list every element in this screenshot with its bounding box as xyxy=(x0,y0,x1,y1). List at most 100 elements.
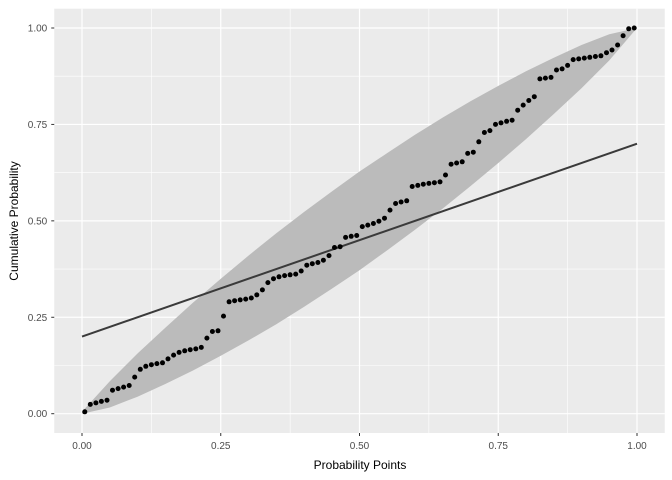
data-point xyxy=(587,54,593,60)
data-point xyxy=(581,55,587,61)
data-point xyxy=(515,107,521,113)
data-point xyxy=(443,172,448,178)
data-point xyxy=(176,349,182,355)
data-point xyxy=(259,287,265,293)
data-point xyxy=(487,128,493,134)
data-point xyxy=(520,102,526,108)
data-point xyxy=(454,160,460,166)
data-point xyxy=(121,384,127,390)
data-point xyxy=(404,198,410,204)
data-point xyxy=(448,161,454,167)
data-point xyxy=(348,233,354,239)
data-point xyxy=(237,297,243,303)
data-point xyxy=(409,184,415,189)
data-point xyxy=(415,182,421,188)
data-point xyxy=(87,401,93,407)
data-point xyxy=(365,222,371,228)
data-point xyxy=(426,180,432,186)
data-point xyxy=(537,76,543,82)
data-point xyxy=(187,347,193,353)
data-point xyxy=(265,280,271,286)
data-point xyxy=(104,397,110,403)
data-point xyxy=(598,53,604,59)
data-point xyxy=(110,387,115,393)
confidence-band xyxy=(82,28,637,414)
data-point xyxy=(276,274,282,280)
data-point xyxy=(282,273,288,279)
data-point xyxy=(182,348,188,354)
data-point xyxy=(160,360,165,366)
data-point xyxy=(431,180,437,186)
data-point xyxy=(398,199,404,205)
data-point xyxy=(304,262,310,268)
data-point xyxy=(137,366,143,372)
data-point xyxy=(226,299,232,305)
data-point xyxy=(254,292,260,298)
data-point xyxy=(82,409,88,415)
data-point xyxy=(309,261,315,267)
y-tick-label: 0.00 xyxy=(28,409,48,420)
data-point xyxy=(359,224,365,230)
data-point xyxy=(509,117,515,123)
x-tick-label: 0.50 xyxy=(350,441,370,452)
data-point xyxy=(326,253,332,259)
data-point xyxy=(271,276,276,282)
data-point xyxy=(293,271,299,277)
data-point xyxy=(609,47,615,53)
y-tick-label: 0.75 xyxy=(28,120,48,131)
data-point xyxy=(592,54,598,59)
x-tick-label: 1.00 xyxy=(627,441,647,452)
data-point xyxy=(465,150,471,156)
data-point xyxy=(171,352,177,358)
data-point xyxy=(232,298,238,304)
data-point xyxy=(548,74,554,80)
data-point xyxy=(209,329,215,334)
data-point xyxy=(615,42,621,48)
data-point xyxy=(437,179,443,185)
y-tick-label: 0.50 xyxy=(28,216,48,227)
data-point xyxy=(165,356,171,362)
data-point xyxy=(526,98,532,103)
data-point xyxy=(320,257,326,263)
data-point xyxy=(565,62,571,68)
data-point xyxy=(420,181,426,187)
data-point xyxy=(382,215,387,221)
data-point xyxy=(154,361,160,367)
data-point xyxy=(493,121,498,127)
data-point xyxy=(559,66,565,72)
data-point xyxy=(126,383,132,388)
data-point xyxy=(287,272,293,278)
y-axis-title: Cumulative Probability xyxy=(7,161,21,281)
data-point xyxy=(370,221,376,226)
data-point xyxy=(498,120,504,126)
data-point xyxy=(576,56,582,62)
data-point xyxy=(470,149,476,155)
data-point xyxy=(298,268,304,274)
data-point xyxy=(481,130,487,135)
data-point xyxy=(315,260,321,265)
x-tick-label: 0.75 xyxy=(489,441,509,452)
data-point xyxy=(332,245,337,250)
data-point xyxy=(243,296,249,302)
data-point xyxy=(343,234,349,240)
data-point xyxy=(337,244,343,250)
data-point xyxy=(393,201,399,206)
data-point xyxy=(115,386,121,392)
data-point xyxy=(504,118,510,124)
data-point xyxy=(531,94,537,100)
data-point xyxy=(132,374,138,380)
data-point xyxy=(93,400,99,406)
data-point xyxy=(148,362,154,368)
data-point xyxy=(204,335,210,341)
data-point xyxy=(542,75,548,81)
data-point xyxy=(620,33,626,39)
data-point xyxy=(221,313,226,319)
y-tick-label: 1.00 xyxy=(28,24,48,35)
y-tick-label: 0.25 xyxy=(28,313,48,324)
data-point xyxy=(554,67,559,73)
data-point xyxy=(215,328,221,334)
x-axis-title: Probability Points xyxy=(313,458,407,472)
data-point xyxy=(604,50,609,56)
